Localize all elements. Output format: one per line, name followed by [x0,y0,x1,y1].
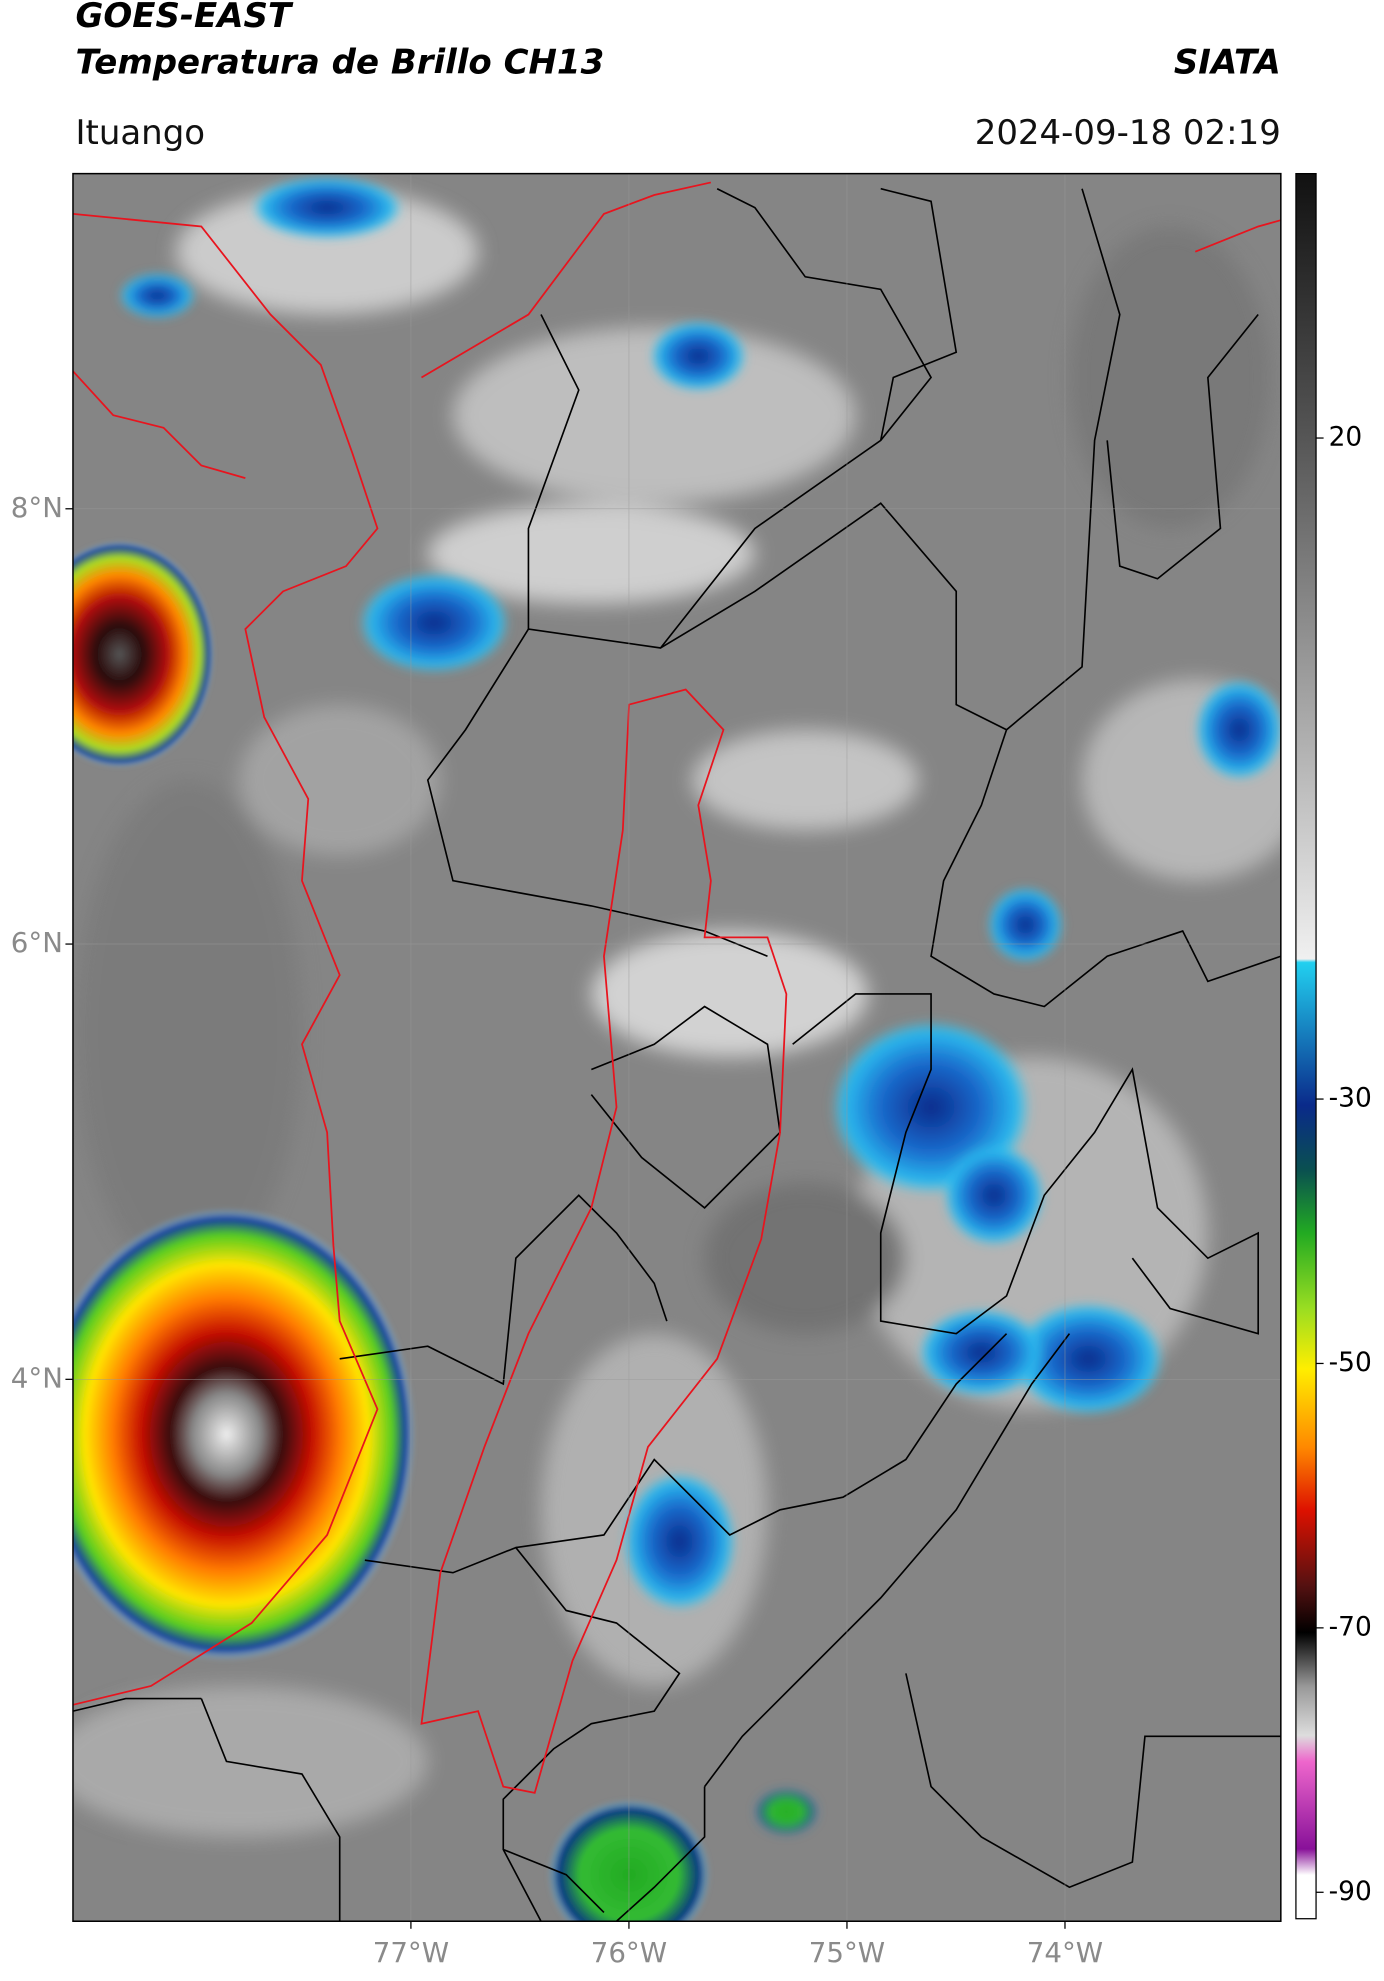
colorbar-tick-label: -50 [1329,1347,1372,1378]
colorbar [1295,172,1317,1920]
colorbar-tick-label: -70 [1329,1611,1372,1642]
x-tick-label: 74°W [1027,1936,1103,1969]
datetime: 2024-09-18 02:19 [975,113,1281,153]
y-tick-label: 4°N [11,1361,63,1394]
subtitle: Temperatura de Brillo CH13 [75,43,604,83]
x-tick-label: 75°W [809,1936,885,1969]
y-tick-label: 6°N [11,926,63,959]
location: Ituango [75,113,205,153]
colorbar-tick-label: 20 [1329,422,1363,453]
title: GOES-EAST [75,0,293,36]
x-tick-label: 77°W [373,1936,449,1969]
y-tick-label: 8°N [11,491,63,524]
brand: SIATA [1174,43,1281,83]
satellite-image [72,173,1281,1922]
map-frame [72,172,1282,1922]
colorbar-tick-label: -90 [1329,1876,1372,1907]
x-tick-label: 76°W [591,1936,667,1969]
colorbar-tick-label: -30 [1329,1083,1372,1114]
